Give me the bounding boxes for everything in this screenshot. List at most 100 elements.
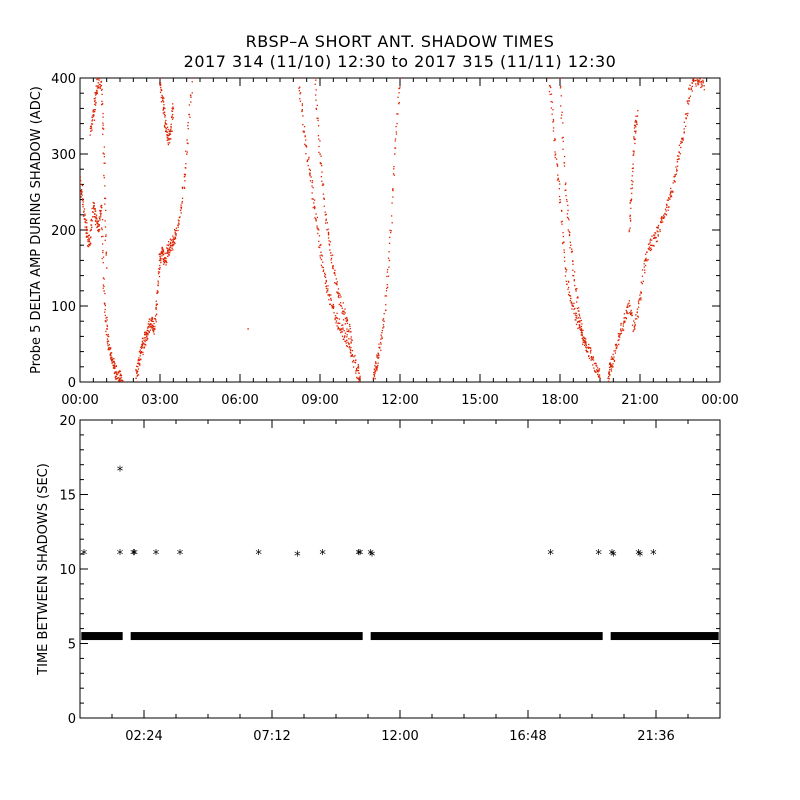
data-point (171, 130, 173, 132)
data-point (319, 246, 321, 249)
data-point (649, 238, 652, 240)
data-point (100, 85, 103, 87)
asterisk-point: * (609, 548, 616, 563)
data-point (166, 244, 168, 246)
data-point (701, 85, 703, 88)
data-point (579, 317, 581, 319)
data-point (697, 82, 699, 85)
data-point (109, 348, 111, 351)
y-tick-label: 20 (59, 414, 76, 429)
data-point (344, 317, 347, 320)
data-point (91, 120, 93, 122)
data-point (151, 325, 154, 327)
data-point (331, 306, 334, 308)
data-point (317, 135, 320, 137)
data-point (349, 351, 352, 353)
data-point (162, 250, 164, 252)
data-point (168, 142, 171, 144)
data-point (116, 373, 118, 375)
data-point (140, 358, 142, 361)
data-point (163, 124, 166, 127)
data-point (346, 316, 348, 319)
data-point (91, 207, 93, 210)
data-point (335, 283, 337, 285)
data-point (668, 196, 670, 199)
data-point (663, 216, 666, 218)
data-point (142, 351, 144, 354)
data-point (304, 135, 306, 137)
data-point (656, 230, 658, 232)
data-point (88, 237, 90, 239)
data-point (332, 303, 335, 306)
data-point (376, 366, 379, 368)
data-point (325, 218, 327, 220)
data-point (333, 306, 335, 308)
data-point (81, 191, 83, 193)
data-point (383, 313, 385, 315)
data-point (388, 259, 391, 262)
data-point (317, 125, 320, 127)
data-point (146, 332, 149, 334)
data-point (568, 281, 570, 283)
data-point (674, 174, 676, 176)
y-axis-title: Probe 5 DELTA AMP DURING SHADOW (ADC) (29, 86, 44, 374)
data-point (688, 100, 691, 102)
asterisk-point: * (319, 548, 326, 563)
data-point (80, 183, 82, 186)
data-point (162, 261, 165, 263)
chart-title-line2: 2017 314 (11/10) 12:30 to 2017 315 (11/1… (183, 52, 617, 71)
data-point (159, 253, 161, 255)
data-point (85, 236, 88, 238)
data-point (562, 242, 564, 245)
data-point (691, 85, 693, 88)
data-point (324, 211, 326, 213)
data-point (572, 274, 574, 277)
data-point (137, 360, 139, 362)
data-point (634, 119, 637, 122)
data-point (102, 287, 104, 289)
data-point (299, 93, 301, 95)
data-point (613, 356, 615, 358)
data-point (554, 138, 556, 140)
data-point (575, 323, 578, 326)
data-point (330, 257, 333, 260)
data-point (620, 322, 622, 325)
data-point (593, 367, 595, 369)
data-point (106, 267, 108, 269)
data-point (631, 314, 633, 317)
data-point (111, 361, 114, 363)
data-point (330, 254, 332, 257)
data-point (562, 148, 564, 150)
data-point (552, 109, 554, 111)
data-point (330, 262, 333, 264)
data-point (135, 368, 137, 371)
data-point (327, 234, 330, 236)
data-point (315, 107, 317, 110)
data-point (656, 226, 658, 229)
data-point (585, 344, 587, 347)
data-point (98, 230, 100, 233)
data-point (102, 235, 104, 238)
data-point (347, 341, 349, 343)
data-point (379, 347, 381, 349)
data-point (633, 326, 636, 328)
data-point (105, 317, 107, 319)
data-point (348, 345, 351, 348)
data-point (554, 156, 556, 159)
data-point (322, 269, 325, 271)
data-point (90, 130, 92, 132)
data-point (662, 216, 664, 218)
data-point (94, 103, 96, 106)
data-point (345, 342, 347, 344)
data-point (146, 338, 149, 340)
data-point (626, 306, 628, 308)
data-point (91, 119, 94, 121)
data-point (378, 354, 380, 357)
data-point (311, 192, 313, 194)
data-point (103, 302, 106, 304)
data-point (560, 209, 563, 212)
data-point (694, 80, 697, 82)
data-point (321, 266, 323, 268)
data-point (618, 343, 620, 346)
data-point (342, 324, 344, 326)
